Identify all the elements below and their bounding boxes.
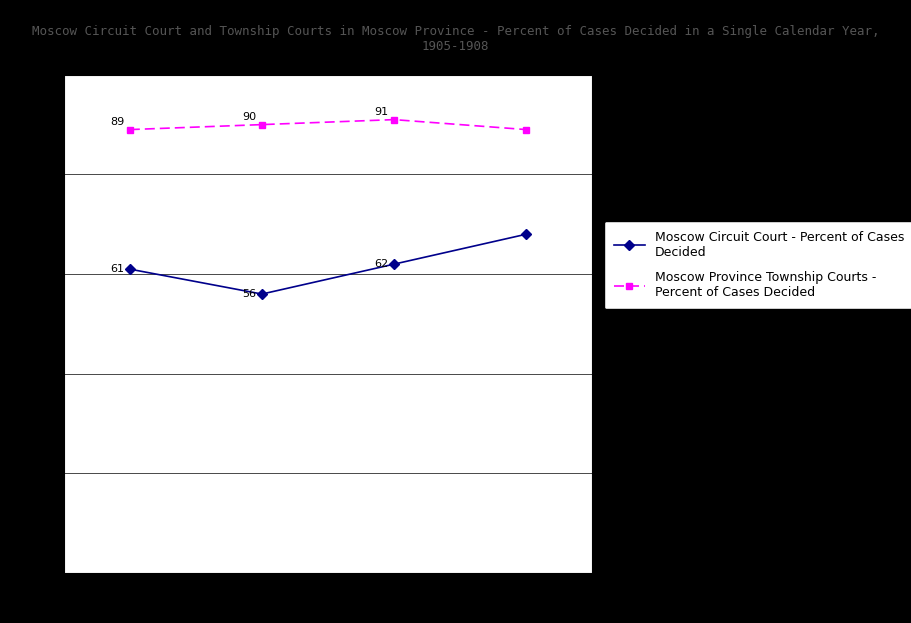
Text: Moscow Circuit Court and Township Courts in Moscow Province - Percent of Cases D: Moscow Circuit Court and Township Courts… <box>32 25 879 53</box>
Moscow Province Township Courts -
Percent of Cases Decided <box>389 116 400 123</box>
Text: 90: 90 <box>242 112 257 123</box>
Moscow Province Township Courts -
Percent of Cases Decided <box>257 121 268 128</box>
Legend: Moscow Circuit Court - Percent of Cases
Decided, Moscow Province Township Courts: Moscow Circuit Court - Percent of Cases … <box>604 221 911 309</box>
Moscow Circuit Court - Percent of Cases
Decided <box>520 231 531 238</box>
Moscow Circuit Court - Percent of Cases
Decided <box>125 265 136 273</box>
Text: 61: 61 <box>110 264 125 274</box>
Moscow Circuit Court - Percent of Cases
Decided <box>257 290 268 298</box>
Line: Moscow Province Township Courts -
Percent of Cases Decided: Moscow Province Township Courts - Percen… <box>127 116 529 133</box>
Text: 62: 62 <box>374 259 389 269</box>
Text: 89: 89 <box>110 117 125 128</box>
Moscow Province Township Courts -
Percent of Cases Decided <box>520 126 531 133</box>
Moscow Circuit Court - Percent of Cases
Decided <box>389 260 400 268</box>
Text: 91: 91 <box>374 107 389 118</box>
Text: 56: 56 <box>242 289 257 299</box>
Moscow Province Township Courts -
Percent of Cases Decided <box>125 126 136 133</box>
Line: Moscow Circuit Court - Percent of Cases
Decided: Moscow Circuit Court - Percent of Cases … <box>127 231 529 298</box>
